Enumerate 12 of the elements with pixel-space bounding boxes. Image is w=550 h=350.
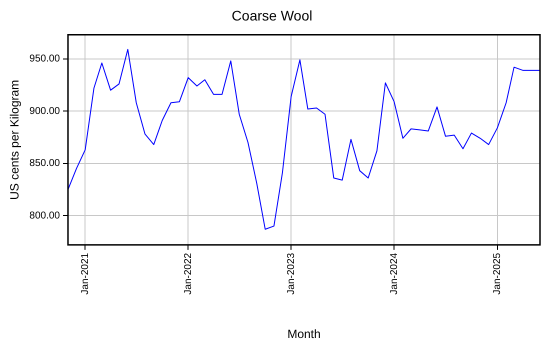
x-tick-label: Jan-2023 xyxy=(286,252,297,295)
y-tick-label: 950.00 xyxy=(29,54,60,65)
x-axis-title: Month xyxy=(287,327,321,342)
y-tick-label: 900.00 xyxy=(29,106,60,117)
x-tick-label: Jan-2025 xyxy=(492,252,504,295)
x-tick-label: Jan-2024 xyxy=(388,252,400,295)
chart-title: Coarse Wool xyxy=(232,7,312,24)
y-axis-title: US cents per Kilogram xyxy=(8,80,22,200)
y-tick-label: 800.00 xyxy=(29,210,60,222)
x-tick-label: Jan-2022 xyxy=(182,252,194,295)
x-tick-label: Jan-2021 xyxy=(80,252,91,295)
y-tick-label: 850.00 xyxy=(29,158,60,170)
